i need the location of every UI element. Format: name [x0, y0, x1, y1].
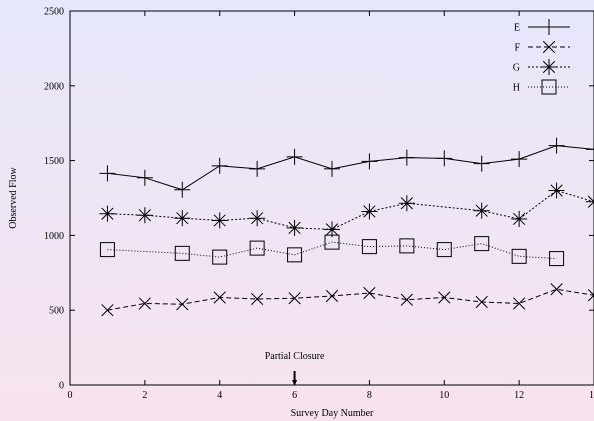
legend-label: G [513, 63, 520, 74]
data-point-E [249, 160, 266, 177]
data-point-G [99, 205, 116, 222]
data-point-H [511, 248, 527, 264]
legend-entry-F: F [514, 40, 570, 54]
y-tick-label: 1500 [44, 156, 64, 167]
series-F [101, 283, 594, 317]
y-tick-label: 2500 [44, 7, 64, 18]
legend-marker [541, 19, 557, 35]
data-point-E [136, 169, 153, 186]
legend-marker [542, 40, 556, 54]
data-point-G [249, 210, 266, 227]
data-point-F [176, 298, 189, 311]
legend-entry-E: E [514, 19, 570, 35]
data-point-G [174, 210, 191, 227]
data-point-F [550, 283, 563, 296]
data-point-H [212, 249, 228, 265]
data-point-G [136, 207, 153, 224]
x-tick-label: 14 [589, 390, 594, 401]
data-point-G [473, 202, 490, 219]
data-point-H [174, 245, 190, 261]
data-point-G [361, 203, 378, 220]
x-tick-label: 6 [292, 390, 297, 401]
series-H [99, 234, 565, 267]
plot-frame [69, 10, 594, 386]
legend-label: H [513, 83, 520, 94]
y-tick-label: 2000 [44, 81, 64, 92]
data-point-F [325, 289, 339, 303]
data-point-F [513, 297, 526, 310]
data-point-H [249, 240, 265, 256]
legend-label: E [514, 23, 520, 34]
annotation-group: Partial Closure [265, 351, 325, 386]
x-tick-label: 2 [142, 390, 147, 401]
data-point-F [475, 295, 488, 309]
x-tick-label: 12 [514, 390, 524, 401]
data-point-E [361, 153, 378, 170]
data-point-G [586, 193, 594, 210]
y-tick-label: 0 [59, 381, 64, 392]
data-point-G [511, 210, 528, 227]
data-point-H [361, 239, 377, 255]
data-point-E [211, 157, 228, 174]
data-point-H [287, 247, 303, 263]
data-point-E [473, 155, 490, 172]
data-point-E [548, 137, 565, 154]
data-point-F [213, 291, 226, 304]
series-E [99, 137, 594, 198]
data-point-E [586, 141, 594, 158]
data-point-G [286, 219, 303, 236]
x-tick-label: 4 [217, 390, 222, 401]
data-point-F [587, 289, 594, 302]
legend-marker [541, 59, 557, 75]
y-tick-label: 1000 [44, 231, 64, 242]
series-line-E [107, 145, 594, 191]
data-point-F [138, 297, 151, 310]
data-point-E [436, 150, 453, 167]
data-point-E [511, 151, 528, 168]
data-point-H [399, 238, 415, 254]
y-tick-label: 500 [49, 306, 64, 317]
series-line-G [107, 189, 594, 230]
x-axis-label: Survey Day Number [291, 408, 374, 419]
data-point-G [398, 195, 415, 212]
series-line-F [107, 288, 594, 311]
legend-entry-G: G [513, 59, 570, 75]
axis-ticks: 0 2 4 6 8 10 12 14 0 500 1000 1500 2000 2500 [44, 7, 594, 401]
data-point-E [174, 181, 191, 198]
data-point-H [549, 251, 565, 267]
data-point-F [251, 292, 264, 306]
x-tick-label: 0 [68, 390, 73, 401]
data-point-F [400, 293, 413, 306]
data-point-F [101, 304, 114, 317]
data-point-F [363, 286, 376, 300]
y-axis-label: Observed Flow [8, 167, 19, 229]
legend-marker [541, 79, 557, 95]
x-tick-label: 10 [439, 390, 449, 401]
series-layer [99, 137, 594, 317]
data-point-F [438, 291, 451, 304]
data-point-E [324, 160, 340, 177]
data-point-H [436, 242, 452, 258]
x-tick-label: 8 [367, 390, 372, 401]
data-point-H [99, 242, 115, 258]
legend-label: F [514, 43, 520, 54]
data-point-G [211, 212, 228, 229]
data-point-E [286, 148, 303, 165]
annotation-arrow-head [292, 380, 298, 386]
data-point-F [288, 292, 301, 305]
legend-entry-H: H [513, 79, 570, 95]
series-G [99, 182, 594, 238]
annotation-label: Partial Closure [265, 351, 325, 362]
data-point-H [474, 236, 490, 252]
data-point-E [99, 165, 116, 182]
data-point-E [398, 149, 415, 166]
data-point-G [548, 182, 565, 199]
data-point-H [324, 234, 340, 250]
